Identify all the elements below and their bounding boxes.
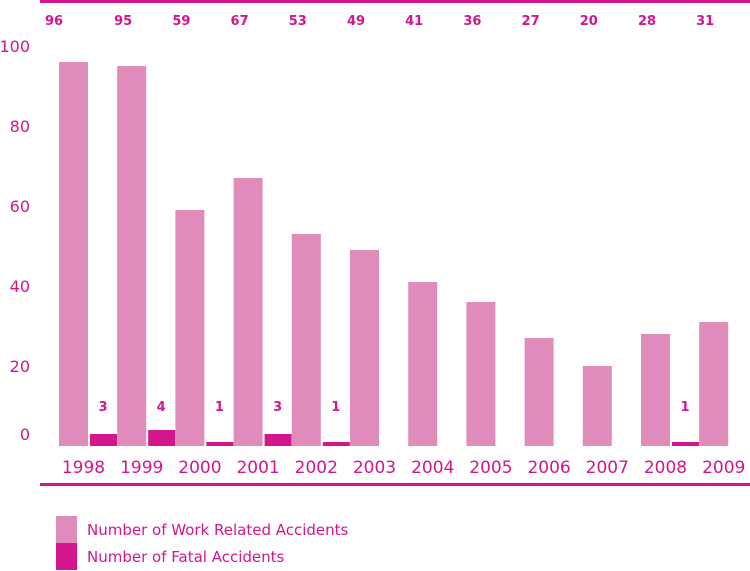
fatal-accidents-bar xyxy=(90,434,117,446)
fatal-value-label: 4 xyxy=(157,400,166,415)
x-tick-label: 2004 xyxy=(411,458,454,478)
top-rule xyxy=(40,0,750,3)
x-tick-label: 2009 xyxy=(702,458,745,478)
y-tick-label: 100 xyxy=(0,37,30,56)
legend-swatch xyxy=(56,543,77,570)
fatal-accidents-bar xyxy=(672,442,699,446)
legend-swatch xyxy=(56,516,77,543)
x-tick-label: 2005 xyxy=(469,458,512,478)
y-tick-label: 0 xyxy=(20,425,30,444)
top-value-label: 31 xyxy=(696,14,714,29)
y-tick-label: 20 xyxy=(10,357,30,376)
x-tick-label: 2003 xyxy=(353,458,396,478)
y-tick-label: 60 xyxy=(10,197,30,216)
fatal-value-label: 1 xyxy=(215,400,224,415)
x-tick-label: 2006 xyxy=(527,458,570,478)
work-accidents-bar xyxy=(524,338,554,446)
x-tick-label: 2002 xyxy=(295,458,338,478)
bars: 3 4 1 3 1 1 xyxy=(59,62,729,446)
x-tick-label: 2001 xyxy=(236,458,279,478)
fatal-value-label: 3 xyxy=(273,400,282,415)
fatal-accidents-bar xyxy=(322,442,350,446)
top-value-label: 49 xyxy=(347,14,365,29)
y-tick-label: 40 xyxy=(10,277,30,296)
work-accidents-bar xyxy=(466,302,496,446)
x-tick-label: 2007 xyxy=(586,458,629,478)
top-value-labels: 96 95 59 67 53 49 41 36 27 20 28 31 xyxy=(45,14,714,29)
top-value-label: 41 xyxy=(405,14,423,29)
x-tick-label: 2000 xyxy=(178,458,221,478)
fatal-accidents-bar xyxy=(264,434,292,446)
legend-label: Number of Work Related Accidents xyxy=(87,521,349,539)
y-tick-label: 80 xyxy=(10,117,30,136)
top-value-label: 96 xyxy=(45,14,63,29)
top-value-label: 36 xyxy=(463,14,481,29)
work-accidents-bar xyxy=(59,62,88,446)
fatal-value-label: 1 xyxy=(680,400,689,415)
x-tick-label: 2008 xyxy=(644,458,687,478)
fatal-accidents-bar xyxy=(206,442,234,446)
top-value-label: 59 xyxy=(172,14,190,29)
work-accidents-bar xyxy=(699,322,729,446)
work-accidents-bar xyxy=(641,334,670,446)
fatal-accidents-bar xyxy=(148,430,176,446)
legend-label: Number of Fatal Accidents xyxy=(87,548,284,566)
work-accidents-bar xyxy=(175,210,205,446)
fatal-value-label: 1 xyxy=(331,400,340,415)
work-accidents-bar xyxy=(233,178,263,446)
top-value-label: 27 xyxy=(522,14,540,29)
x-tick-label: 1999 xyxy=(120,458,163,478)
top-rule-line xyxy=(40,0,750,3)
work-accidents-bar xyxy=(117,66,147,446)
top-value-label: 53 xyxy=(289,14,307,29)
top-value-label: 28 xyxy=(638,14,656,29)
top-value-label: 95 xyxy=(114,14,132,29)
work-accidents-bar xyxy=(582,366,612,446)
y-axis: 0 20 40 60 80 100 xyxy=(0,37,30,444)
x-axis: 1998 1999 2000 2001 2002 2003 2004 2005 2006 2007… xyxy=(62,458,745,478)
top-value-label: 20 xyxy=(580,14,598,29)
legend: Number of Work Related Accidents Number o… xyxy=(56,516,349,570)
fatal-value-label: 3 xyxy=(98,400,107,415)
work-accidents-bar xyxy=(350,250,379,446)
work-accidents-bar xyxy=(291,234,321,446)
work-accidents-bar xyxy=(408,282,438,446)
x-tick-label: 1998 xyxy=(62,458,105,478)
bottom-rule xyxy=(40,483,750,486)
top-value-label: 67 xyxy=(231,14,249,29)
bottom-rule-line xyxy=(40,483,750,486)
